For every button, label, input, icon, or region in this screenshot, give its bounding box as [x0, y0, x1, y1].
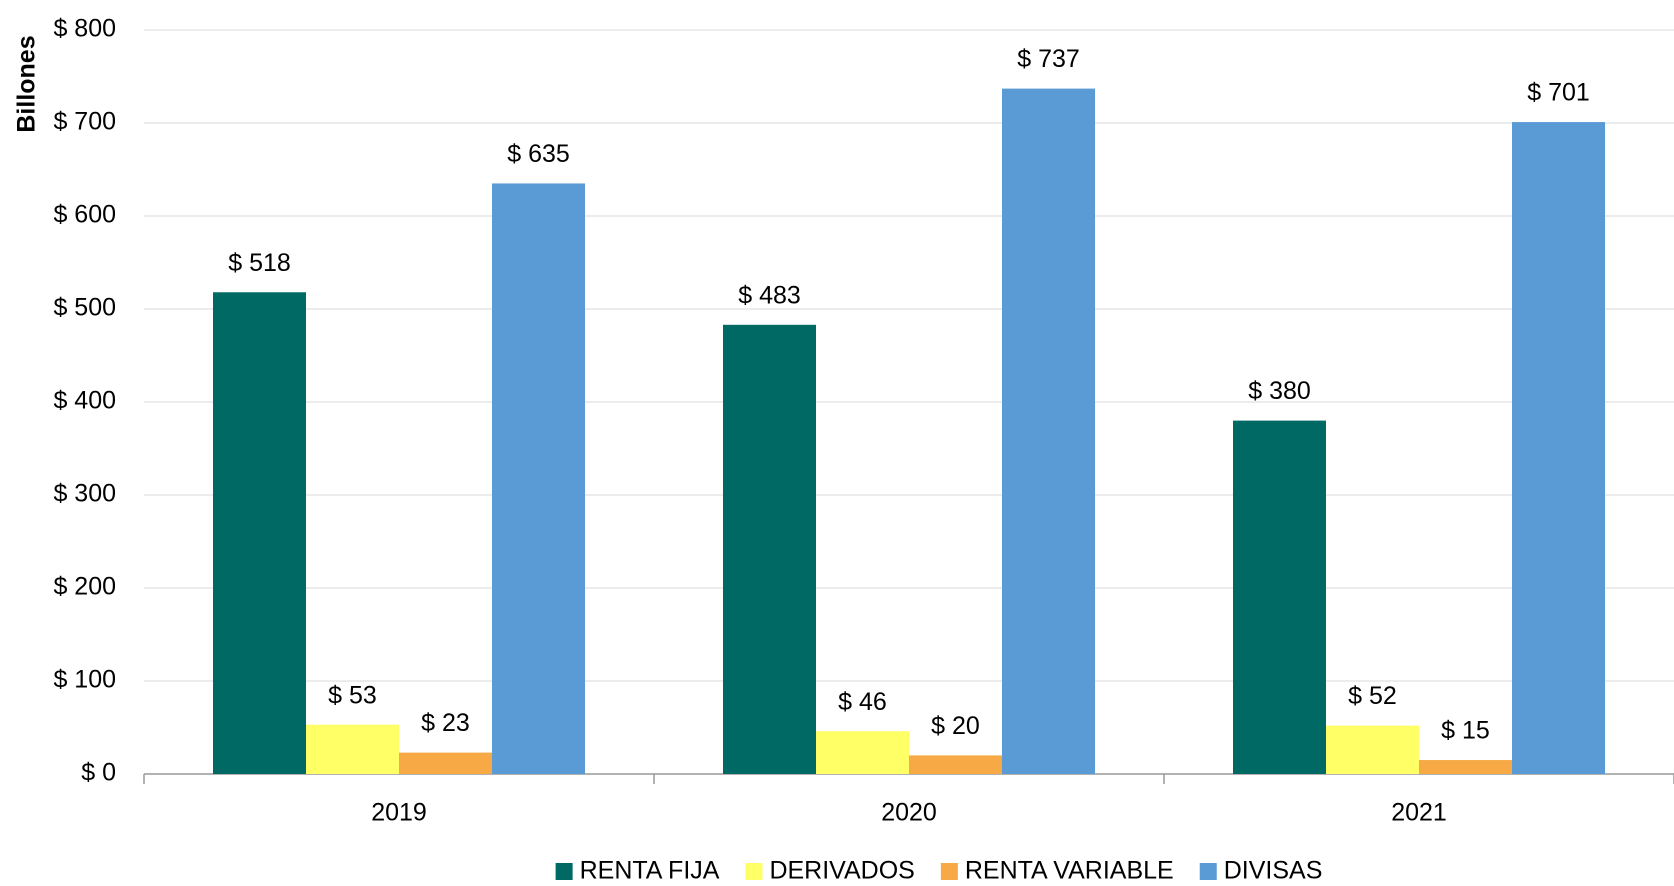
y-tick-label: $ 200 [53, 573, 116, 601]
data-label: $ 52 [1348, 682, 1397, 710]
y-tick-label: $ 400 [53, 387, 116, 415]
bar [816, 731, 909, 774]
bar [306, 724, 399, 774]
data-label: $ 23 [421, 709, 470, 737]
bar [1002, 88, 1095, 775]
data-label: $ 701 [1527, 79, 1590, 107]
y-tick-label: $ 500 [53, 294, 116, 322]
data-label: $ 483 [738, 281, 801, 309]
x-tick-label: 2020 [881, 799, 937, 827]
bar [1326, 725, 1419, 774]
legend-label: RENTA VARIABLE [965, 857, 1174, 885]
legend-label: DERIVADOS [769, 857, 914, 885]
x-tick-label: 2021 [1391, 799, 1447, 827]
bar [1419, 760, 1512, 774]
data-label: $ 46 [838, 688, 887, 716]
legend-swatch [1199, 863, 1217, 880]
y-tick-label: $ 600 [53, 201, 116, 229]
bar [492, 183, 585, 774]
bar [1233, 420, 1326, 774]
data-label: $ 518 [228, 249, 291, 277]
bar [213, 292, 306, 774]
legend-swatch [940, 863, 958, 880]
legend-label: DIVISAS [1224, 857, 1323, 885]
y-tick-label: $ 300 [53, 480, 116, 508]
y-tick-label: $ 800 [53, 15, 116, 43]
legend-label: RENTA FIJA [580, 857, 720, 885]
legend-swatch [745, 863, 763, 880]
bar [723, 324, 816, 774]
data-label: $ 53 [328, 681, 377, 709]
y-tick-label: $ 700 [53, 108, 116, 136]
x-tick-label: 2019 [371, 799, 427, 827]
y-tick-label: $ 0 [81, 759, 116, 787]
bar [1512, 122, 1605, 774]
y-tick-label: $ 100 [53, 666, 116, 694]
data-label: $ 380 [1248, 377, 1311, 405]
data-label: $ 635 [507, 140, 570, 168]
legend-swatch [555, 863, 573, 880]
data-label: $ 737 [1017, 45, 1080, 73]
data-label: $ 15 [1441, 717, 1490, 745]
bar [909, 755, 1002, 774]
data-label: $ 20 [931, 712, 980, 740]
bar [399, 752, 492, 774]
y-axis-label: Billones [13, 35, 41, 132]
